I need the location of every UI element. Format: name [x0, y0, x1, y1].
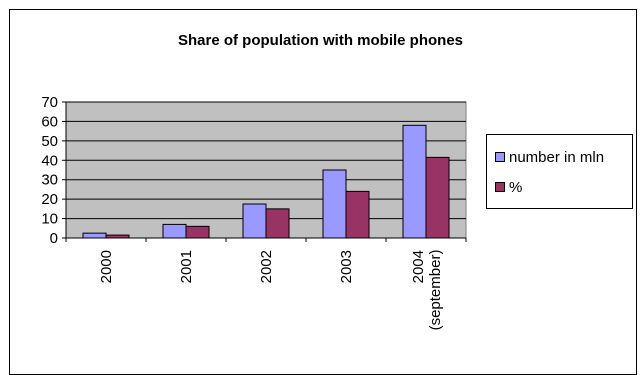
legend-swatch-series-2 — [495, 182, 505, 192]
x-tick-label-1: 2001 — [178, 250, 195, 283]
y-tick-label-40: 40 — [41, 152, 58, 169]
legend: number in mln % — [486, 134, 633, 209]
gridlines — [66, 101, 466, 220]
legend-item-series-2: % — [495, 178, 523, 196]
bar-series-2-1 — [185, 225, 210, 239]
bars — [82, 124, 450, 239]
bar-series-2-3 — [345, 190, 370, 239]
legend-swatch-series-1 — [495, 152, 505, 162]
bar-series-2-4 — [425, 156, 450, 239]
y-tick-label-0: 0 — [50, 230, 58, 247]
chart-title: Share of population with mobile phones — [178, 32, 463, 49]
y-tick-label-50: 50 — [41, 133, 58, 150]
y-tick-label-30: 30 — [41, 172, 58, 189]
x-tick-label-3: 2003 — [338, 250, 355, 283]
x-tick-label-2: 2002 — [258, 250, 275, 283]
x-tick-label-0: 2000 — [98, 250, 115, 283]
y-tick-label-20: 20 — [41, 191, 58, 208]
x-tick-label-4: 2004(september) — [410, 250, 444, 331]
legend-label-series-2: % — [509, 178, 523, 196]
y-tick-label-70: 70 — [41, 94, 58, 111]
bar-series-1-2 — [242, 203, 267, 239]
y-tick-labels: 0 10 20 30 40 50 60 70 — [41, 94, 58, 247]
axes — [62, 101, 467, 242]
x-tick-labels: 2000 2001 2002 2003 2004(september) — [98, 250, 444, 331]
y-tick-label-10: 10 — [41, 211, 58, 228]
bar-series-1-0 — [82, 232, 107, 239]
y-tick-label-60: 60 — [41, 113, 58, 130]
bar-series-1-3 — [322, 169, 347, 239]
bar-series-2-2 — [265, 208, 290, 239]
bar-series-1-4 — [402, 124, 427, 239]
legend-item-series-1: number in mln — [495, 148, 605, 166]
legend-label-series-1: number in mln — [509, 148, 605, 166]
bar-series-1-1 — [162, 223, 187, 239]
